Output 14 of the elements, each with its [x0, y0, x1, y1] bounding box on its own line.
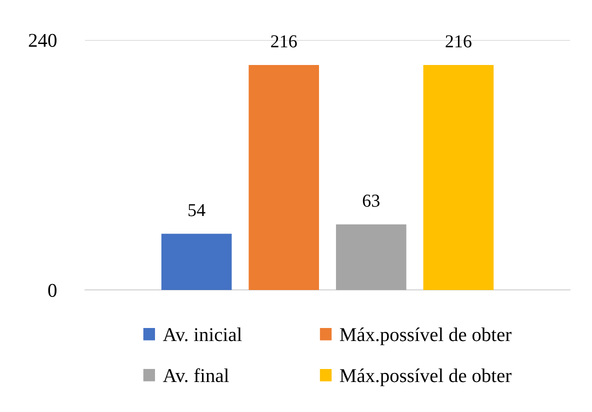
- data-label: 216: [271, 35, 297, 48]
- bar: [423, 65, 494, 290]
- data-label: 63: [362, 194, 380, 207]
- legend-label: Máx.possível de obter: [340, 328, 512, 346]
- y-tick-label: 240: [28, 34, 56, 47]
- legend-label: Máx.possível de obter: [340, 368, 512, 386]
- bar: [248, 65, 320, 290]
- data-label: 216: [446, 35, 472, 48]
- legend-label: Av. final: [162, 368, 229, 382]
- bar: [161, 234, 232, 290]
- bar: [336, 224, 406, 290]
- data-label: 54: [188, 204, 206, 216]
- legend-label: Av. inicial: [162, 328, 242, 342]
- y-tick-label: 0: [48, 284, 56, 297]
